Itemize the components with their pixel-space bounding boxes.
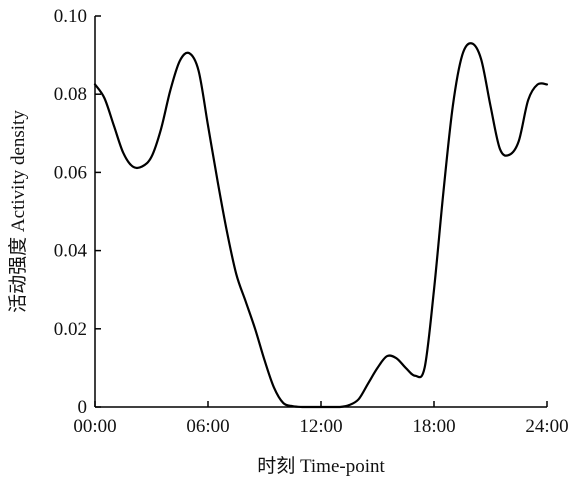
series-line bbox=[93, 42, 549, 409]
y-axis-ticks: 0 0.02 0.04 0.06 0.08 0.10 bbox=[54, 6, 101, 418]
y-tick-label: 0.08 bbox=[54, 84, 87, 105]
x-tick-label: 00:00 bbox=[73, 416, 116, 437]
series-layer bbox=[93, 42, 549, 409]
x-axis-ticks: 00:00 06:00 12:00 18:00 24:00 bbox=[73, 401, 569, 437]
x-tick-label: 06:00 bbox=[186, 416, 229, 437]
y-tick-label: 0.02 bbox=[54, 319, 87, 340]
axes bbox=[94, 16, 547, 408]
y-tick-label: 0.10 bbox=[54, 6, 87, 27]
x-tick-label: 18:00 bbox=[412, 416, 455, 437]
y-tick-label: 0.04 bbox=[54, 241, 88, 262]
x-axis-title: 时刻 Time-point bbox=[257, 455, 385, 477]
y-tick-label: 0 bbox=[78, 397, 88, 418]
x-tick-label: 12:00 bbox=[299, 416, 342, 437]
x-tick-label: 24:00 bbox=[525, 416, 568, 437]
y-axis-title: 活动强度 Activity density bbox=[7, 110, 29, 313]
y-tick-label: 0.06 bbox=[54, 162, 87, 183]
